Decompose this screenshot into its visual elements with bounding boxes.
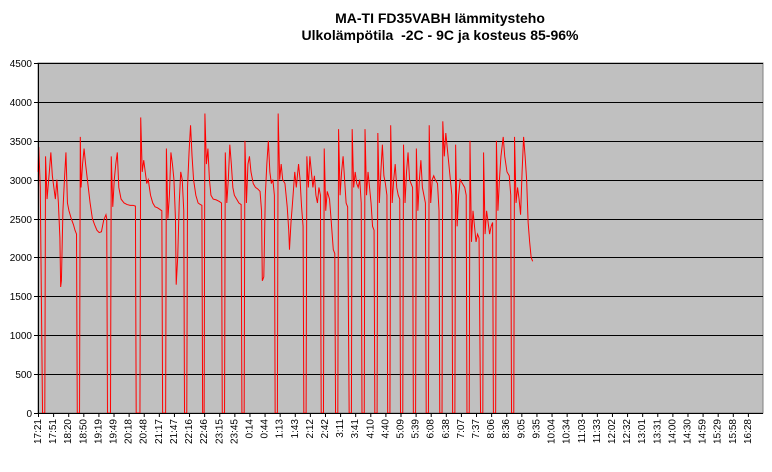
y-tick-label: 2000: [10, 253, 33, 264]
x-tick-label: 22:46: [199, 419, 210, 444]
x-tick-label: 13:01: [637, 419, 648, 444]
x-tick-label: 18:20: [63, 419, 74, 444]
x-tick-label: 1:43: [290, 419, 301, 439]
x-tick-label: 11:33: [592, 419, 603, 444]
y-tick-label: 2500: [10, 215, 33, 226]
x-tick-label: 18:50: [78, 419, 89, 444]
x-tick-label: 19:49: [109, 419, 120, 444]
x-tick-label: 6:08: [426, 419, 437, 439]
x-tick-label: 9:35: [531, 419, 542, 439]
series-line: [37, 113, 534, 414]
y-tick-label: 1000: [10, 331, 33, 342]
x-tick-label: 17:21: [33, 419, 44, 444]
x-tick-label: 10:34: [562, 419, 573, 444]
x-tick-label: 12:02: [607, 419, 618, 444]
x-tick-label: 2:12: [305, 419, 316, 439]
y-tick-label: 4500: [10, 59, 33, 70]
y-tick-label: 500: [15, 370, 32, 381]
x-tick-label: 23:45: [229, 419, 240, 444]
x-tick-label: 9:05: [516, 419, 527, 439]
x-tick-label: 21:47: [169, 419, 180, 444]
y-tick-label: 0: [26, 409, 32, 420]
x-tick-label: 16:28: [743, 419, 754, 444]
x-tick-label: 3:11: [335, 419, 346, 438]
x-tick-label: 14:00: [667, 419, 678, 444]
x-tick-label: 20:18: [124, 419, 135, 444]
x-tick-label: 15:29: [713, 419, 724, 444]
x-tick-label: 5:09: [396, 419, 407, 439]
x-tick-label: 2:42: [320, 419, 331, 439]
y-tick-label: 1500: [10, 292, 33, 303]
chart-title-block: MA-TI FD35VABH lämmitysteho Ulkolämpötil…: [0, 10, 772, 44]
x-tick-label: 14:59: [698, 419, 709, 444]
x-tick-label: 19:19: [93, 419, 104, 444]
x-tick-label: 1:13: [275, 419, 286, 439]
x-tick-label: 6:38: [441, 419, 452, 439]
x-tick-label: 12:32: [622, 419, 633, 444]
x-tick-label: 7:07: [456, 419, 467, 439]
x-tick-label: 13:31: [652, 419, 663, 444]
y-tick-label: 4000: [10, 98, 33, 109]
x-tick-label: 10:04: [547, 419, 558, 444]
y-tick-label: 3000: [10, 176, 33, 187]
x-tick-label: 11:03: [577, 419, 588, 444]
x-tick-label: 0:44: [260, 419, 271, 439]
chart-subtitle: Ulkolämpötila -2C - 9C ja kosteus 85-96%: [301, 27, 579, 43]
x-tick-label: 5:39: [411, 419, 422, 439]
x-tick-label: 22:16: [184, 419, 195, 444]
x-tick-label: 15:58: [728, 419, 739, 444]
x-tick-label: 4:40: [380, 419, 391, 439]
x-tick-label: 14:30: [682, 419, 693, 444]
x-tick-label: 8:06: [486, 419, 497, 439]
x-tick-label: 20:48: [139, 419, 150, 444]
x-tick-label: 4:10: [365, 419, 376, 439]
x-tick-label: 8:36: [501, 419, 512, 439]
x-tick-label: 23:15: [214, 419, 225, 444]
x-tick-label: 0:14: [244, 419, 255, 439]
chart-title: MA-TI FD35VABH lämmitysteho: [335, 10, 545, 26]
x-tick-label: 7:37: [471, 419, 482, 439]
y-tick-label: 3500: [10, 137, 33, 148]
x-tick-label: 3:41: [350, 419, 361, 439]
x-tick-label: 21:17: [154, 419, 165, 444]
x-tick-label: 17:51: [48, 419, 59, 444]
